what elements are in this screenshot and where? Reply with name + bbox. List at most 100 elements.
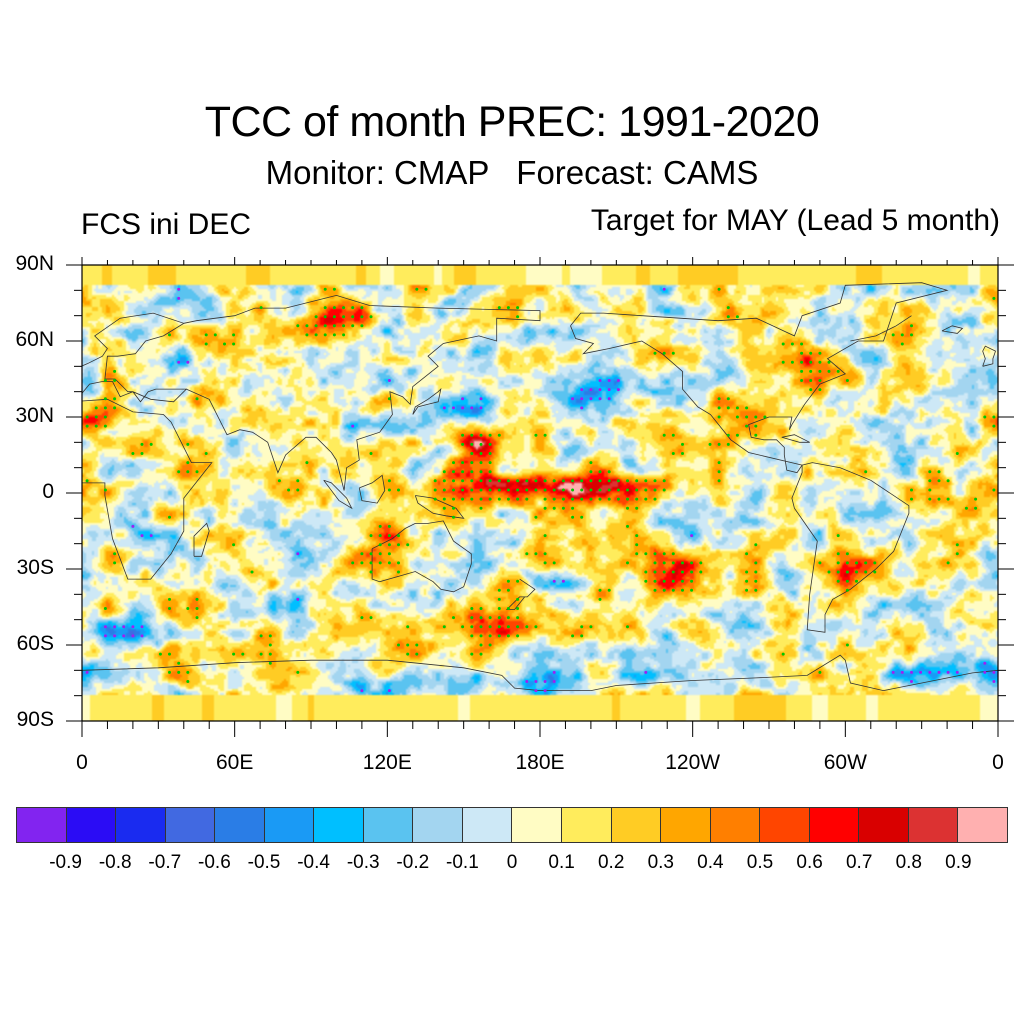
significance-dot-positive xyxy=(735,406,739,410)
significance-dot-positive xyxy=(497,588,501,592)
significance-dot-positive xyxy=(323,306,327,310)
significance-dot-negative xyxy=(113,634,117,638)
significance-dot-positive xyxy=(506,607,510,610)
significance-dot-positive xyxy=(442,497,446,501)
significance-dot-negative xyxy=(442,406,446,410)
significance-dot-positive xyxy=(717,406,721,410)
significance-dot-positive xyxy=(598,597,602,601)
significance-dot-positive xyxy=(479,652,483,656)
significance-dot-negative xyxy=(607,397,611,401)
significance-dot-positive xyxy=(818,351,822,355)
significance-dot-positive xyxy=(955,543,959,547)
significance-dot-positive xyxy=(644,579,648,583)
colorbar-label: -0.1 xyxy=(446,852,479,873)
significance-dot-positive xyxy=(378,534,382,538)
colorbar-swatch xyxy=(462,808,513,842)
significance-dot-positive xyxy=(836,369,840,373)
significance-dot-negative xyxy=(946,670,950,674)
significance-dot-positive xyxy=(992,488,996,492)
significance-dot-positive xyxy=(827,360,831,364)
significance-dot-positive xyxy=(479,643,483,647)
significance-dot-negative xyxy=(580,406,584,410)
significance-dot-positive xyxy=(809,379,813,382)
significance-dot-positive xyxy=(534,552,538,556)
colorbar-swatch xyxy=(165,808,216,842)
significance-dot-positive xyxy=(113,552,117,556)
colorbar-swatch xyxy=(661,808,711,842)
significance-dot-positive xyxy=(488,634,492,638)
significance-dot-positive xyxy=(635,543,639,547)
significance-dot-negative xyxy=(992,670,996,674)
significance-dot-positive xyxy=(800,360,804,364)
significance-dot-positive xyxy=(836,570,840,574)
significance-dot-positive xyxy=(653,351,657,355)
significance-dot-positive xyxy=(168,652,171,656)
colorbar-label: 0.9 xyxy=(945,852,972,873)
significance-dot-positive xyxy=(113,379,117,382)
significance-dot-negative xyxy=(177,360,181,364)
significance-dot-positive xyxy=(690,579,694,583)
significance-dot-positive xyxy=(213,333,217,337)
significance-dot-positive xyxy=(351,315,355,319)
coastline-borneo xyxy=(358,474,386,504)
y-tick-label: 60N xyxy=(15,328,54,351)
significance-dot-negative xyxy=(561,579,565,583)
significance-dot-positive xyxy=(506,479,510,483)
significance-dot-positive xyxy=(360,306,364,310)
significance-dot-positive xyxy=(836,534,840,538)
colorbar-swatch xyxy=(809,808,860,842)
significance-dot-negative xyxy=(296,597,300,601)
significance-dot-positive xyxy=(662,552,666,556)
significance-dot-positive xyxy=(516,579,520,583)
significance-dot-positive xyxy=(818,379,822,382)
significance-dot-positive xyxy=(506,616,510,620)
significance-dot-positive xyxy=(726,433,730,437)
significance-dot-positive xyxy=(855,561,858,565)
significance-dot-positive xyxy=(479,470,483,474)
significance-dot-positive xyxy=(305,324,309,328)
significance-dot-negative xyxy=(122,634,126,638)
colorbar-label: 0.5 xyxy=(746,852,774,873)
significance-dot-positive xyxy=(534,479,538,483)
significance-dot-positive xyxy=(745,415,749,419)
colorbar-label: -0.9 xyxy=(49,852,82,873)
significance-dot-positive xyxy=(488,497,492,501)
significance-dot-negative xyxy=(534,689,538,693)
significance-dot-negative xyxy=(910,670,913,674)
significance-dot-positive xyxy=(470,488,474,492)
y-tick-label: 30S xyxy=(16,556,54,579)
significance-dot-positive xyxy=(378,552,382,556)
significance-dot-positive xyxy=(397,643,400,647)
significance-dot-positive xyxy=(342,306,346,310)
significance-dot-positive xyxy=(113,406,117,410)
significance-dot-positive xyxy=(479,634,483,638)
colorbar-swatch xyxy=(512,808,563,842)
significance-dot-positive xyxy=(488,625,492,629)
significance-dot-positive xyxy=(232,333,236,337)
significance-dot-positive xyxy=(442,506,446,510)
significance-dot-positive xyxy=(488,433,492,437)
significance-dot-positive xyxy=(607,470,611,474)
significance-dot-positive xyxy=(415,652,419,656)
significance-dot-negative xyxy=(177,296,181,300)
significance-dot-positive xyxy=(103,406,107,410)
significance-dot-positive xyxy=(662,570,666,574)
significance-dot-positive xyxy=(186,607,190,610)
significance-dot-positive xyxy=(928,497,932,501)
y-tick-label: 0 xyxy=(42,480,54,503)
significance-dot-positive xyxy=(598,479,602,483)
significance-dot-negative xyxy=(580,397,584,401)
significance-dot-positive xyxy=(589,479,593,483)
significance-dot-positive xyxy=(452,616,455,620)
significance-dot-positive xyxy=(571,497,575,501)
significance-dot-positive xyxy=(195,616,199,620)
significance-dot-positive xyxy=(589,625,593,629)
significance-dot-positive xyxy=(268,643,272,647)
significance-dot-positive xyxy=(653,479,657,483)
significance-dot-positive xyxy=(113,397,117,401)
significance-dot-positive xyxy=(662,588,666,592)
significance-dot-positive xyxy=(186,670,190,674)
x-tick-label: 60E xyxy=(215,751,254,774)
significance-dot-negative xyxy=(140,634,144,638)
significance-dot-positive xyxy=(662,433,666,437)
